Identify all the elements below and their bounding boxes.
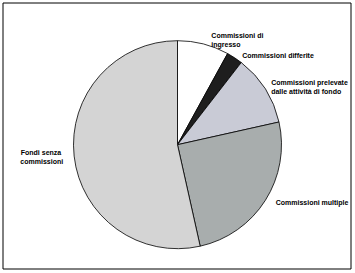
svg-text:commissioni: commissioni [20,158,63,165]
svg-text:Commissioni prelevate: Commissioni prelevate [271,79,350,87]
svg-text:ingresso: ingresso [211,41,240,49]
svg-text:Fondi senza: Fondi senza [21,149,63,156]
svg-text:Commissioni differite: Commissioni differite [242,52,314,59]
svg-text:Commissioni di: Commissioni di [211,32,265,39]
svg-text:dalle attività di fondo: dalle attività di fondo [271,88,341,95]
svg-text:Commissioni multiple: Commissioni multiple [276,199,349,207]
